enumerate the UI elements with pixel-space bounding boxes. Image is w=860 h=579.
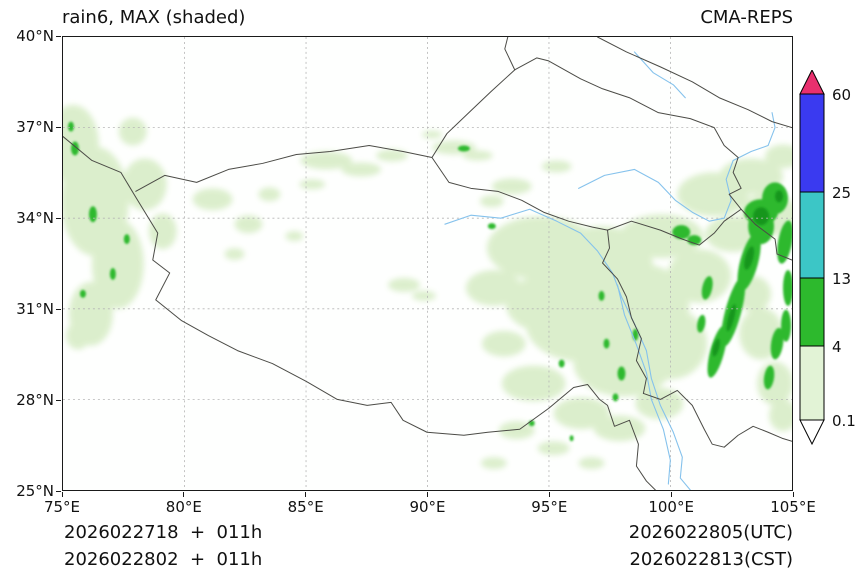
colorbar-label-4: 4 (832, 338, 842, 356)
colorbar-seg-4-13 (799, 277, 825, 347)
x-axis-tick (183, 492, 185, 497)
y-tick-label: 34°N (16, 209, 54, 227)
x-tick-label: 80°E (165, 498, 202, 516)
x-tick-label: 90°E (409, 498, 446, 516)
y-tick-label: 37°N (16, 118, 54, 136)
gridlines-layer (63, 37, 792, 490)
y-tick-label: 25°N (16, 482, 54, 500)
x-tick-label: 100°E (648, 498, 694, 516)
colorbar-seg-13-25 (799, 191, 825, 279)
y-tick-label: 31°N (16, 300, 54, 318)
colorbar-label-25: 25 (832, 184, 852, 202)
x-axis-tick (427, 492, 428, 497)
y-axis-tick (56, 35, 61, 37)
colorbar-svg (799, 68, 825, 446)
colorbar-label-60: 60 (832, 86, 852, 104)
y-axis-tick (56, 308, 61, 310)
colorbar-seg-0.1-4 (799, 345, 825, 421)
boundaries-layer (63, 37, 792, 490)
colorbar-label-0.1: 0.1 (832, 412, 856, 430)
y-axis-tick (56, 126, 61, 128)
colorbar-over-arrow (799, 68, 825, 95)
weather-map-canvas (63, 37, 792, 490)
x-axis-tick (548, 492, 550, 497)
colorbar-under-arrow (799, 419, 825, 446)
x-axis-tick (792, 492, 794, 497)
map-plot-area (62, 36, 793, 491)
x-tick-label: 75°E (43, 498, 81, 516)
y-tick-label: 40°N (16, 27, 54, 45)
x-tick-label: 95°E (531, 498, 568, 516)
rivers-layer (444, 51, 776, 490)
precip-heavy-core-layer (712, 190, 784, 357)
y-axis-tick (56, 217, 61, 219)
colorbar-label-13: 13 (832, 270, 852, 288)
x-tick-label: 85°E (287, 498, 324, 516)
x-axis-tick (305, 492, 307, 497)
x-axis-tick (61, 492, 63, 497)
x-tick-label: 105°E (770, 498, 816, 516)
x-axis-tick (670, 492, 672, 497)
colorbar (798, 68, 858, 448)
valid-time-cst: 2026022813(CST) (629, 549, 793, 570)
precip-light-layer (63, 104, 792, 470)
y-tick-label: 28°N (16, 391, 54, 409)
init-time-cst: 2026022802 + 011h (64, 549, 263, 570)
plot-title: rain6, MAX (shaded) (62, 7, 246, 28)
model-name: CMA-REPS (700, 7, 793, 28)
valid-time-utc: 2026022805(UTC) (628, 522, 793, 543)
colorbar-seg-25-60 (799, 93, 825, 193)
init-time-utc: 2026022718 + 011h (64, 522, 263, 543)
y-axis-tick (56, 399, 61, 401)
y-axis-tick (56, 490, 61, 492)
